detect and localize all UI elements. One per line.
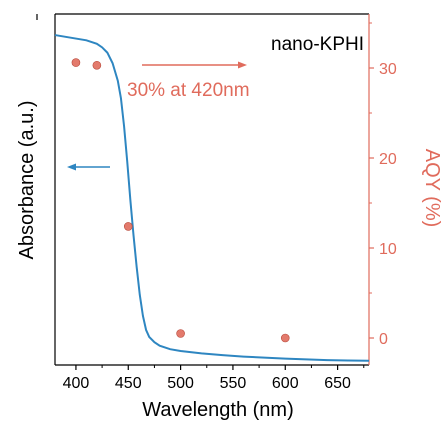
x-tick-label-400: 400 [63,375,90,392]
aqy-point-600 [280,333,290,343]
aqy-point-500 [176,329,185,338]
aqy-point-450 [123,222,133,231]
y-right-tick-label-0: 0 [379,331,388,348]
y-right-tick-label-10: 10 [379,241,397,258]
x-tick-label-650: 650 [324,375,351,392]
x-tick-label-450: 450 [115,375,142,392]
aqy-point-420 [92,61,102,70]
y-axis-left-label: Absorbance (a.u.) [16,101,38,260]
annotation-label: 30% at 420nm [127,80,250,101]
x-tick-label-550: 550 [220,375,247,392]
x-tick-label-500: 500 [167,375,194,392]
sample-label: nano-KPHI [271,34,364,55]
arrow-to-right-axis-head [238,61,247,69]
y-axis-right-label: AQY (%) [421,149,443,228]
aqy-point-400 [71,58,81,67]
absorbance-series-line [54,34,370,362]
x-axis-label: Wavelength (nm) [142,399,294,421]
x-tick-label-600: 600 [272,375,299,392]
y-right-tick-label-30: 30 [379,61,397,78]
y-right-tick-label-20: 20 [379,151,397,168]
arrow-to-left-axis-head [67,163,76,171]
